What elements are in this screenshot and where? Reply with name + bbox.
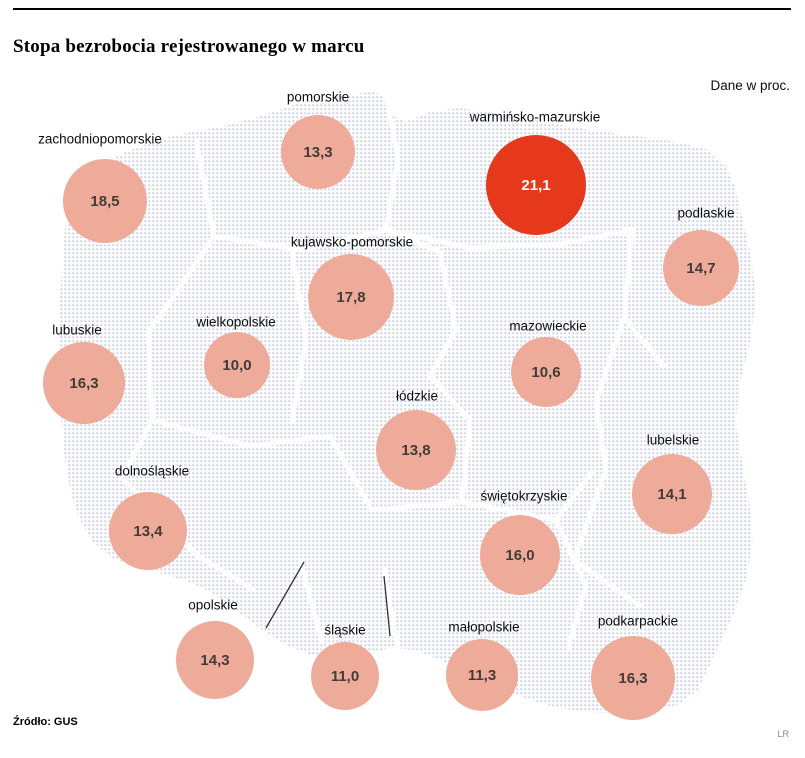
region-label-opolskie: opolskie	[188, 597, 238, 613]
region-bubble-warminsko-mazurskie: 21,1	[486, 135, 586, 235]
region-value: 13,4	[133, 522, 163, 540]
region-bubble-lubuskie: 16,3	[43, 342, 125, 424]
region-label-slaskie: śląskie	[324, 622, 366, 638]
region-value: 16,3	[618, 669, 648, 687]
region-bubble-wielkopolskie: 10,0	[204, 332, 270, 398]
region-bubble-podkarpackie: 16,3	[591, 636, 675, 720]
region-label-lodzkie: łódzkie	[395, 388, 439, 404]
region-label-wielkopolskie: wielkopolskie	[196, 314, 276, 330]
region-label-warminsko-mazurskie: warmińsko-mazurskie	[469, 109, 601, 125]
region-value: 21,1	[521, 176, 551, 194]
region-bubble-swietokrzyskie: 16,0	[480, 515, 560, 595]
region-value: 11,3	[467, 666, 497, 684]
map-outline	[58, 92, 756, 713]
region-label-malopolskie: małopolskie	[448, 619, 520, 635]
region-label-zachodniopomorskie: zachodniopomorskie	[38, 131, 162, 147]
region-value: 17,8	[336, 288, 366, 306]
region-bubble-kujawsko-pomorskie: 17,8	[308, 254, 394, 340]
graphic-credit: LR	[777, 729, 789, 739]
region-value: 11,0	[330, 667, 360, 685]
top-rule	[13, 8, 791, 10]
region-bubble-slaskie: 11,0	[311, 642, 379, 710]
unit-note: Dane w proc.	[710, 78, 790, 93]
region-value: 13,8	[401, 441, 431, 459]
region-bubble-pomorskie: 13,3	[281, 115, 355, 189]
region-bubble-malopolskie: 11,3	[446, 639, 518, 711]
region-label-mazowieckie: mazowieckie	[509, 318, 587, 334]
region-value: 18,5	[90, 192, 120, 210]
region-label-pomorskie: pomorskie	[286, 89, 350, 105]
region-bubble-lubelskie: 14,1	[632, 454, 712, 534]
region-value: 10,0	[222, 356, 252, 374]
page-title: Stopa bezrobocia rejestrowanego w marcu	[13, 36, 365, 57]
region-bubble-dolnoslaskie: 13,4	[109, 492, 187, 570]
region-label-kujawsko-pomorskie: kujawsko-pomorskie	[290, 234, 414, 250]
region-bubble-mazowieckie: 10,6	[511, 337, 581, 407]
source-note: Źródło: GUS	[13, 716, 78, 728]
region-value: 14,7	[686, 259, 716, 277]
region-value: 10,6	[531, 363, 561, 381]
region-value: 16,3	[69, 374, 99, 392]
region-label-lubelskie: lubelskie	[646, 432, 700, 448]
region-label-podkarpackie: podkarpackie	[597, 613, 679, 629]
leader-line-opolskie	[265, 561, 305, 629]
region-value: 14,1	[657, 485, 687, 503]
region-bubble-opolskie: 14,3	[176, 621, 254, 699]
region-bubble-zachodniopomorskie: 18,5	[63, 159, 147, 243]
region-value: 14,3	[200, 651, 230, 669]
region-bubble-podlaskie: 14,7	[663, 230, 739, 306]
leader-line-slaskie	[383, 575, 391, 637]
region-label-swietokrzyskie: świętokrzyskie	[480, 488, 568, 504]
region-label-dolnoslaskie: dolnośląskie	[114, 463, 190, 479]
region-label-podlaskie: podlaskie	[677, 205, 735, 221]
region-label-lubuskie: lubuskie	[52, 322, 102, 338]
region-bubble-lodzkie: 13,8	[376, 410, 456, 490]
region-value: 16,0	[505, 546, 535, 564]
region-value: 13,3	[303, 143, 333, 161]
